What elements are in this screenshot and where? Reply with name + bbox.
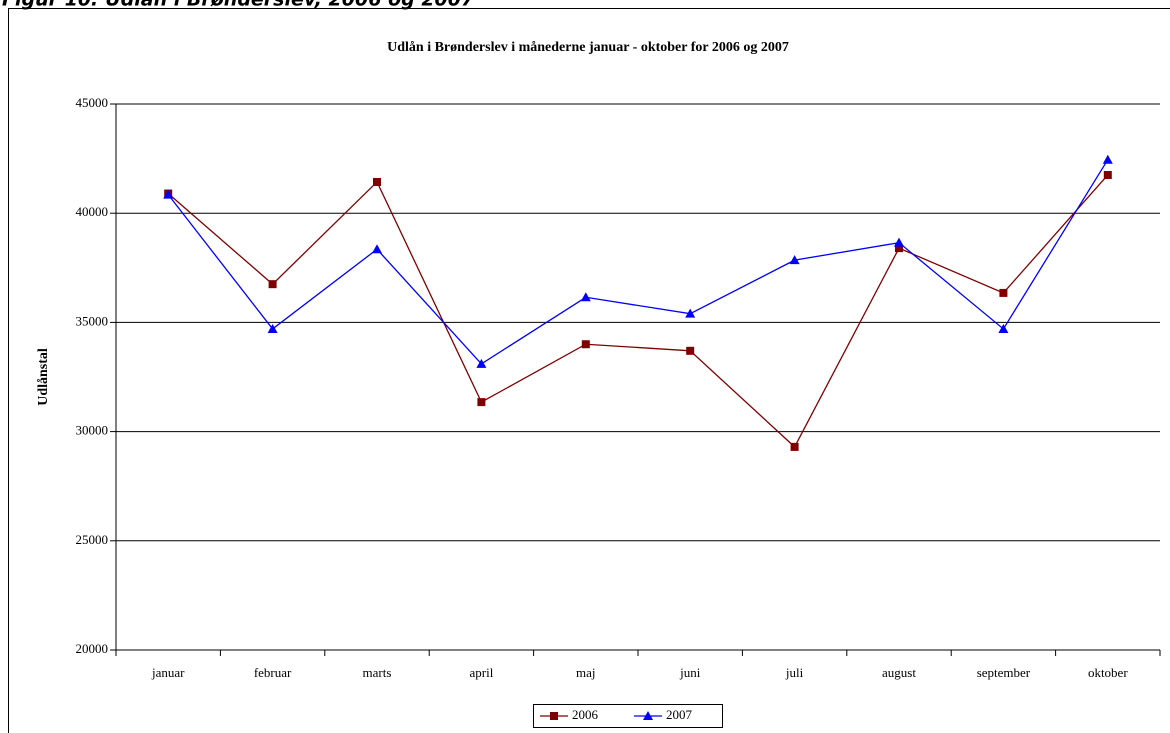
x-tick-label: maj [576, 665, 596, 680]
legend [533, 704, 723, 728]
x-tick-label: juli [785, 665, 804, 680]
x-tick-label: februar [254, 665, 292, 680]
y-tick-label: 35000 [76, 313, 109, 328]
data-point [267, 323, 278, 333]
data-point [685, 308, 696, 318]
x-tick-label: juni [679, 665, 701, 680]
x-tick-label: januar [151, 665, 185, 680]
data-point [580, 292, 591, 302]
x-tick-label: marts [363, 665, 392, 680]
data-point [790, 442, 799, 451]
x-tick-label: oktober [1088, 665, 1128, 680]
heading: Figur 10: Udlån i Brønderslev, 2006 og 2… [2, 0, 475, 11]
y-axis-label: Udlånstal [36, 348, 51, 406]
series-line [167, 159, 1109, 365]
data-point [477, 398, 486, 407]
legend-marker [643, 711, 653, 720]
data-point [163, 189, 174, 199]
data-point [999, 288, 1008, 297]
x-tick-label: september [977, 665, 1031, 680]
x-tick-label: august [882, 665, 916, 680]
data-point [581, 340, 590, 349]
data-point [894, 237, 904, 247]
y-tick-label: 25000 [76, 532, 109, 547]
y-tick-label: 45000 [76, 95, 109, 110]
chart-title: Udlån i Brønderslev i månederne januar -… [387, 40, 789, 55]
legend-marker [550, 712, 558, 720]
legend-label: 2006 [572, 707, 599, 722]
x-tick-label: april [469, 665, 493, 680]
y-tick-label: 20000 [76, 641, 109, 656]
data-point [372, 244, 382, 254]
series-line [167, 174, 1109, 448]
data-point [789, 255, 800, 265]
data-point [476, 358, 487, 368]
data-point [895, 244, 903, 253]
legend-label: 2007 [666, 707, 693, 722]
data-point [373, 177, 381, 186]
chart-frame [8, 8, 1170, 733]
data-point [1103, 170, 1112, 179]
y-tick-label: 40000 [76, 204, 109, 219]
data-point [686, 346, 695, 355]
y-tick-label: 30000 [76, 423, 109, 438]
data-point [998, 323, 1009, 333]
data-point [268, 280, 277, 289]
data-point [1102, 154, 1113, 164]
